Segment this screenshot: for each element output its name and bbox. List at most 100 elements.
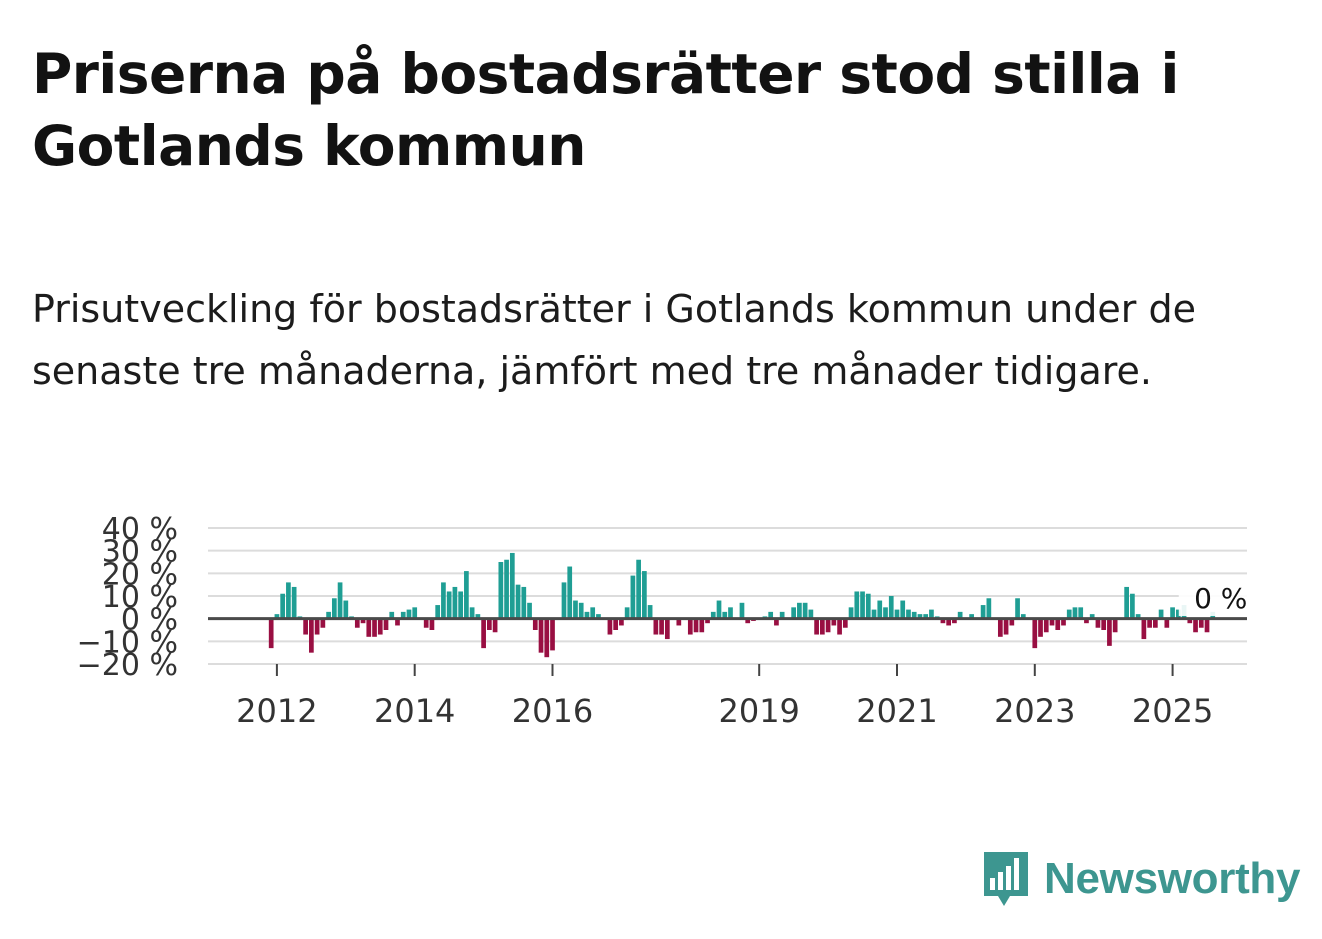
bar [400,611,406,619]
bar [475,614,481,619]
bar [819,618,825,635]
bar [676,618,682,626]
bar [291,586,297,619]
bar [871,609,877,619]
chart-subtitle: Prisutveckling för bostadsrätter i Gotla… [32,287,1196,393]
bar [464,571,469,619]
bar [642,571,647,619]
latest-value-annotation: 0 % [1194,582,1247,615]
bar [699,618,705,633]
bar [929,609,934,619]
bar [1015,598,1020,619]
bar [774,618,779,626]
bar [854,591,860,619]
bar [710,611,716,619]
bar [728,607,733,619]
bar [923,614,929,619]
brand-name: Newsworthy [1044,854,1301,903]
bar [842,618,848,628]
bar [532,618,538,630]
bar [274,614,280,619]
bar [865,593,871,619]
bar [504,559,509,619]
bar [1043,618,1049,633]
bar [1147,618,1152,628]
bar [578,602,584,619]
x-tick-label: 2014 [374,692,455,730]
bar [314,618,320,635]
bar [326,611,331,619]
bar [722,611,728,619]
bar [814,618,819,635]
bar [527,602,532,619]
bar [337,582,343,619]
bar [567,566,573,619]
bar [797,602,802,619]
bar [1164,618,1170,628]
bar [1141,618,1147,640]
bar [596,614,601,619]
bar [320,618,326,628]
bar [1112,618,1118,633]
bar [894,609,900,619]
bar [808,609,814,619]
bar [389,611,395,619]
grid-lines [208,527,1247,665]
bar [745,618,751,624]
bar [372,618,377,637]
brand-logo: Newsworthy [980,848,1300,910]
y-tick-label: 40 % [102,512,178,547]
bar [705,618,710,624]
bar [946,618,952,626]
bar [412,607,418,619]
bar [848,607,854,619]
bar [636,559,641,619]
bar [1193,618,1198,633]
bar [1152,618,1158,628]
bar [831,618,837,626]
bar [366,618,372,637]
bar [1009,618,1015,626]
x-tick-label: 2012 [236,692,317,730]
bar [303,618,308,635]
annotation-background [1178,580,1263,616]
bar [630,575,636,619]
bar [825,618,831,633]
bar [1078,607,1084,619]
x-tick-label: 2021 [856,692,937,730]
x-tick-label: 2016 [512,692,593,730]
bar [286,582,291,619]
bar [1107,618,1112,646]
bar [1198,618,1204,628]
bar [383,618,389,630]
y-tick-label: 10 % [102,580,178,615]
x-axis: 2012 2014 2016 2019 2021 2023 2025 [236,664,1213,730]
bar [653,618,659,635]
bar [687,618,693,635]
bar [917,614,923,619]
bar [986,598,992,619]
bar [1158,609,1164,619]
bar [469,607,475,619]
bar-chart: 40 %30 %20 %10 %0 %−10 %−20 % 2012 2014 20… [77,512,1263,730]
bar [498,562,504,619]
bar [521,586,527,619]
bar [354,618,360,628]
bar [1061,618,1066,626]
bar [860,591,865,619]
bar [837,618,842,635]
bar [877,600,883,619]
bar [1135,614,1141,619]
bar [693,618,699,633]
bar [1038,618,1043,637]
bar [1204,618,1210,633]
bar [664,618,670,640]
y-tick-label: 0 % [121,603,178,638]
bar [911,611,917,619]
bar [435,605,441,619]
bar [544,618,550,658]
bar [1072,607,1078,619]
bar [883,607,888,619]
bar [268,618,274,649]
bar [538,618,544,653]
